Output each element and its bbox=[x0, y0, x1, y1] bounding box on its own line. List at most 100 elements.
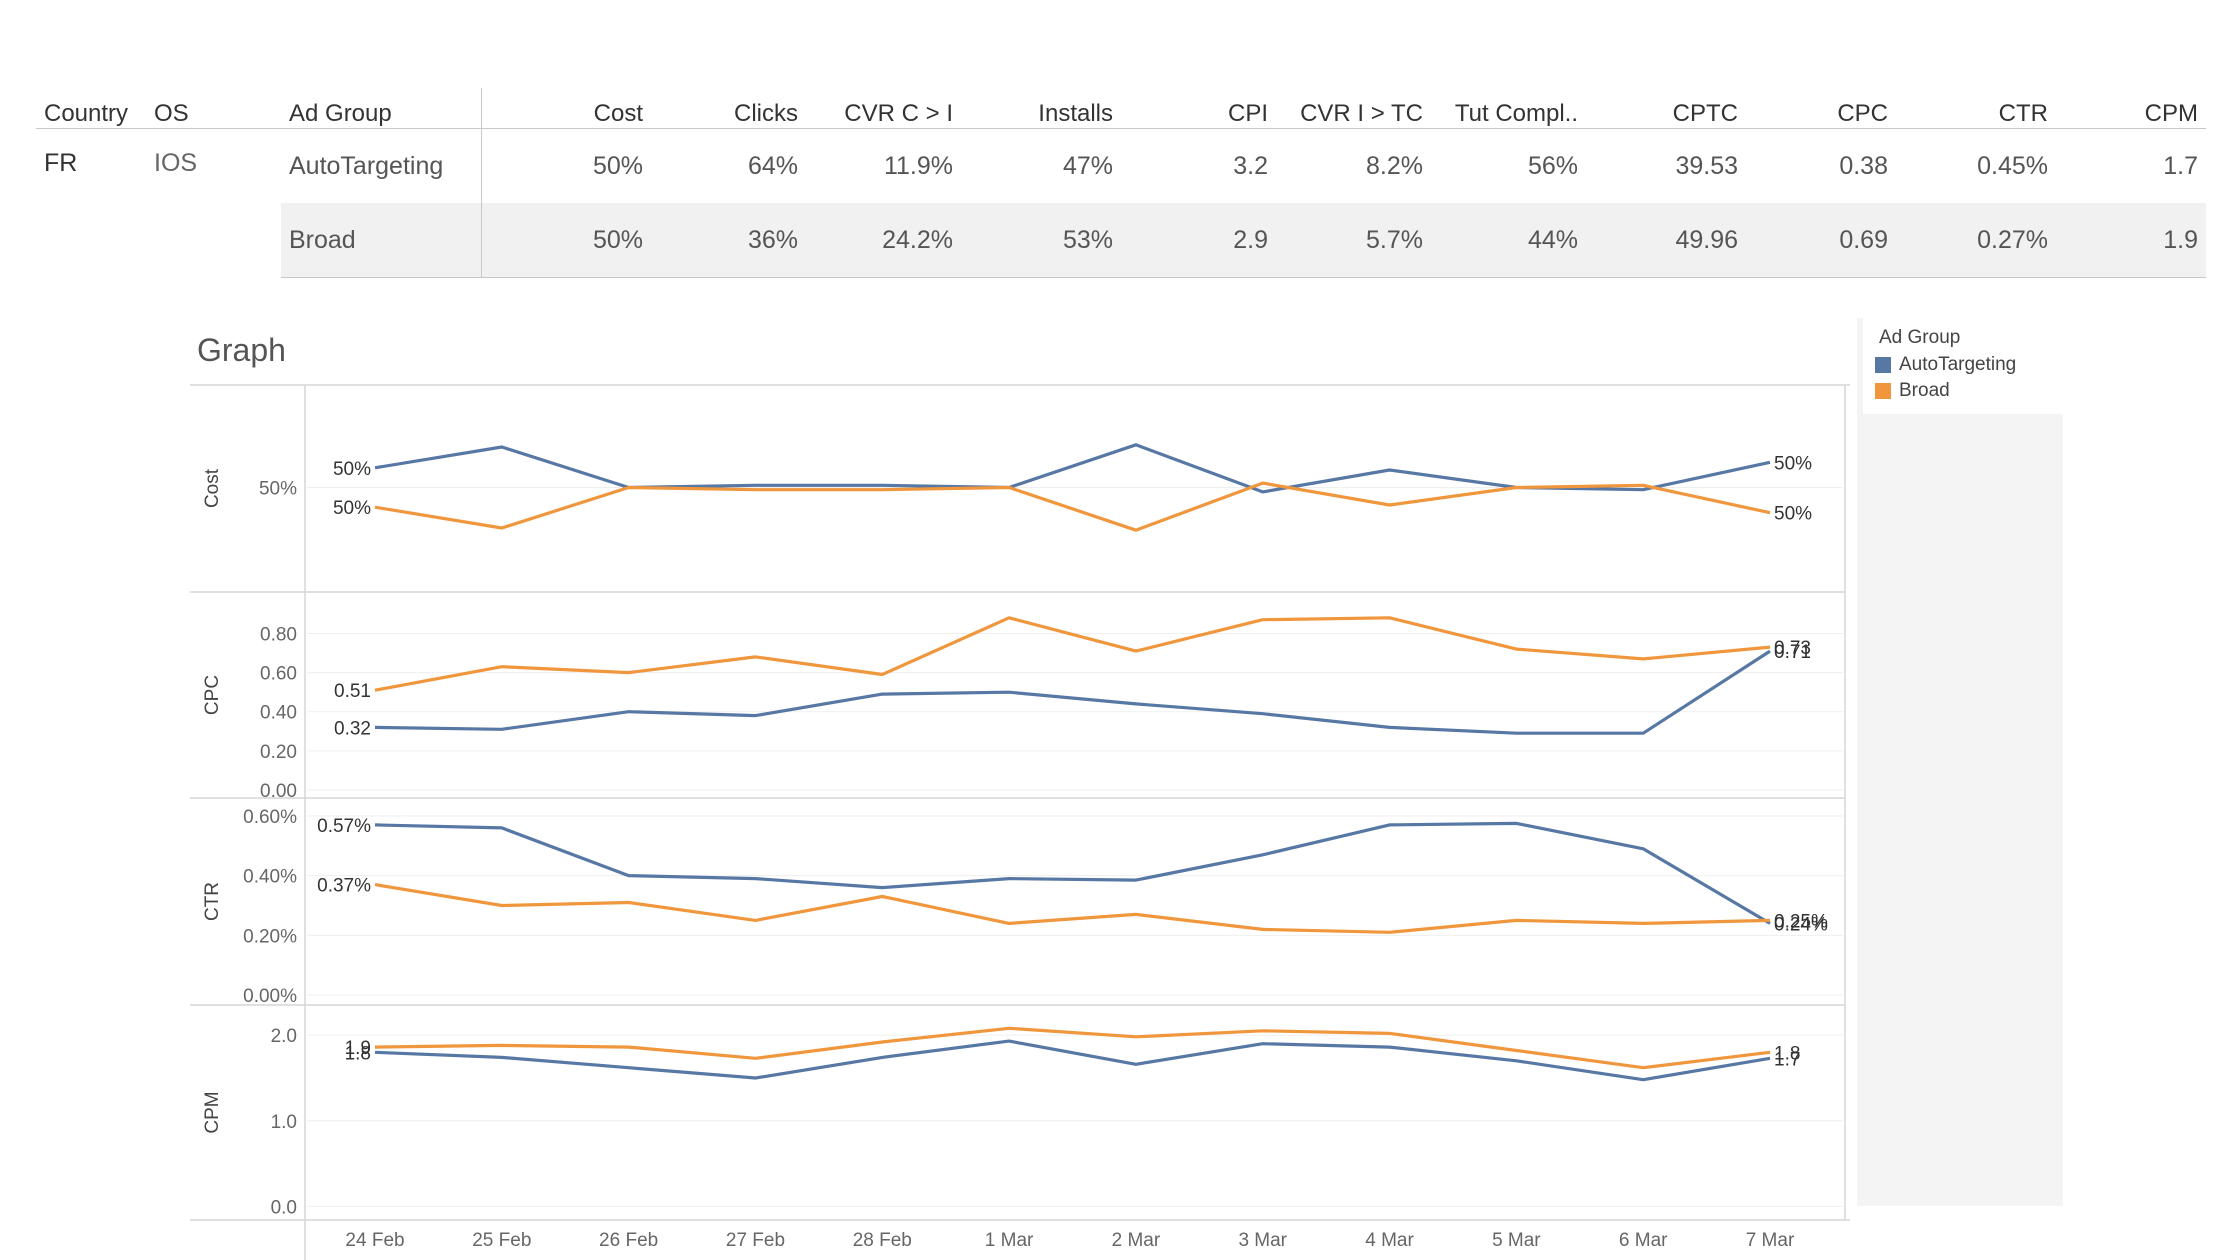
cell-value: 1.9 bbox=[2056, 203, 2206, 278]
cell-ad-group: Broad bbox=[281, 203, 482, 278]
y-axis-label-cost: Cost bbox=[202, 468, 223, 508]
legend-label: Broad bbox=[1899, 380, 1950, 401]
series-line-autotargeting-ctr bbox=[374, 821, 1771, 925]
table-row: Broad 50% 36% 24.2% 53% 2.9 5.7% 44% 49.… bbox=[36, 203, 2206, 278]
data-label-last: 0.24% bbox=[1774, 914, 1828, 935]
x-tick-label: 26 Feb bbox=[599, 1230, 658, 1251]
series-line-autotargeting-cpc bbox=[374, 649, 1771, 735]
series-line-autotargeting-cpm bbox=[374, 1039, 1771, 1082]
cell-value: 50% bbox=[481, 203, 651, 278]
y-tick-label: 0.40% bbox=[243, 867, 297, 888]
cell-value: 8.2% bbox=[1366, 151, 1423, 180]
header-cvr-i-tc[interactable]: CVR I > TC bbox=[1276, 88, 1431, 129]
legend-label: AutoTargeting bbox=[1899, 354, 2017, 375]
cell-os: IOS bbox=[154, 149, 198, 177]
header-clicks[interactable]: Clicks bbox=[651, 88, 806, 129]
x-tick-label: 4 Mar bbox=[1365, 1230, 1414, 1251]
cell-value: 0.69 bbox=[1746, 203, 1896, 278]
cell-value: 53% bbox=[961, 203, 1121, 278]
graph-title: Graph bbox=[197, 332, 286, 368]
y-axis-label-ctr: CTR bbox=[202, 882, 223, 921]
legend-item-broad[interactable]: Broad bbox=[1875, 380, 1950, 402]
data-label-last: 50% bbox=[1774, 504, 1812, 525]
x-tick-label: 3 Mar bbox=[1238, 1230, 1287, 1251]
cell-country: FR bbox=[44, 149, 78, 177]
cell-value: 3.2 bbox=[1233, 151, 1268, 180]
data-label-last: 1.7 bbox=[1774, 1049, 1800, 1070]
data-label-first: 0.57% bbox=[317, 816, 371, 837]
summary-table: Country OS Ad Group Cost Clicks CVR C > … bbox=[36, 88, 2206, 279]
data-label-first: 0.37% bbox=[317, 876, 371, 897]
data-label-last: 1.8 bbox=[1774, 1043, 1800, 1064]
legend-title: Ad Group bbox=[1879, 327, 1961, 348]
cell-value: 0.38 bbox=[1839, 151, 1888, 180]
table-header-row: Country OS Ad Group Cost Clicks CVR C > … bbox=[36, 88, 2206, 129]
data-label-first: 50% bbox=[333, 459, 371, 480]
header-country[interactable]: Country bbox=[36, 88, 146, 129]
data-label-first: 1.8 bbox=[345, 1043, 371, 1064]
legend-swatch bbox=[1875, 383, 1891, 399]
cell-ad-group: AutoTargeting bbox=[281, 128, 482, 203]
legend-item-autotargeting[interactable]: AutoTargeting bbox=[1875, 354, 2016, 376]
header-cpm[interactable]: CPM bbox=[2056, 88, 2206, 129]
header-cpi[interactable]: CPI bbox=[1121, 88, 1276, 129]
y-axis-label-cpc: CPC bbox=[202, 675, 223, 715]
data-label-last: 50% bbox=[1774, 453, 1812, 474]
data-label-last: 0.73 bbox=[1774, 638, 1811, 659]
header-cptc[interactable]: CPTC bbox=[1586, 88, 1746, 129]
series-line-broad-cpc bbox=[374, 616, 1771, 692]
cell-value: 39.53 bbox=[1675, 151, 1738, 180]
x-tick-label: 27 Feb bbox=[726, 1230, 785, 1251]
header-ctr[interactable]: CTR bbox=[1896, 88, 2056, 129]
header-installs[interactable]: Installs bbox=[961, 88, 1121, 129]
data-label-first: 0.51 bbox=[334, 681, 371, 702]
cell-value: 64% bbox=[747, 151, 798, 180]
cell-value: 0.45% bbox=[1977, 151, 2048, 180]
legend-box: Ad Group AutoTargeting Broad bbox=[1863, 318, 2063, 414]
y-tick-label: 0.60% bbox=[243, 807, 297, 828]
header-os[interactable]: OS bbox=[146, 88, 281, 129]
y-tick-label: 50% bbox=[259, 479, 297, 500]
data-label-last: 0.71 bbox=[1774, 642, 1811, 663]
cell-value: 2.9 bbox=[1121, 203, 1276, 278]
cell-value: 50% bbox=[592, 151, 643, 180]
data-label-first: 0.32 bbox=[334, 718, 371, 739]
cell-value: 11.9% bbox=[883, 151, 953, 180]
y-tick-label: 2.0 bbox=[271, 1026, 297, 1047]
cell-value: 36% bbox=[651, 203, 806, 278]
cell-value: 5.7% bbox=[1276, 203, 1431, 278]
x-tick-label: 1 Mar bbox=[985, 1230, 1034, 1251]
line-chart: 50% Cost 50% 50% 50% 50% 0.00 0.20 0.40 0.60 0.80 C… bbox=[190, 384, 1850, 1260]
header-cpc[interactable]: CPC bbox=[1746, 88, 1896, 129]
y-tick-label: 1.0 bbox=[271, 1112, 297, 1133]
y-tick-label: 0.20 bbox=[260, 742, 297, 763]
y-axis-label-cpm: CPM bbox=[202, 1091, 223, 1133]
x-tick-label: 7 Mar bbox=[1746, 1230, 1795, 1251]
header-cost[interactable]: Cost bbox=[481, 88, 651, 129]
x-tick-label: 25 Feb bbox=[472, 1230, 531, 1251]
cell-value: 1.7 bbox=[2163, 151, 2198, 180]
table-row: FR IOS AutoTargeting 50% 64% 11.9% 47% 3… bbox=[36, 128, 2206, 203]
header-cvr-c-i[interactable]: CVR C > I bbox=[806, 88, 961, 129]
cell-value: 0.27% bbox=[1896, 203, 2056, 278]
x-tick-label: 24 Feb bbox=[345, 1230, 404, 1251]
y-tick-label: 0.20% bbox=[243, 926, 297, 947]
y-tick-label: 0.40 bbox=[260, 703, 297, 724]
data-label-last: 0.25% bbox=[1774, 911, 1828, 932]
x-tick-label: 6 Mar bbox=[1619, 1230, 1668, 1251]
series-line-autotargeting-cost bbox=[374, 443, 1771, 494]
y-tick-label: 0.80 bbox=[260, 624, 297, 645]
header-tut-compl[interactable]: Tut Compl.. bbox=[1431, 88, 1586, 129]
series-line-broad-cpm bbox=[374, 1026, 1771, 1070]
header-ad-group[interactable]: Ad Group bbox=[281, 88, 482, 129]
cell-value: 49.96 bbox=[1586, 203, 1746, 278]
legend-swatch bbox=[1875, 357, 1891, 373]
series-line-broad-cost bbox=[374, 481, 1771, 532]
cell-value: 47% bbox=[1062, 151, 1113, 180]
y-tick-label: 0.0 bbox=[271, 1197, 297, 1218]
data-label-first: 50% bbox=[333, 498, 371, 519]
x-tick-label: 5 Mar bbox=[1492, 1230, 1541, 1251]
y-tick-label: 0.00% bbox=[243, 986, 297, 1007]
y-tick-label: 0.00 bbox=[260, 781, 297, 802]
series-line-broad-ctr bbox=[374, 883, 1771, 934]
